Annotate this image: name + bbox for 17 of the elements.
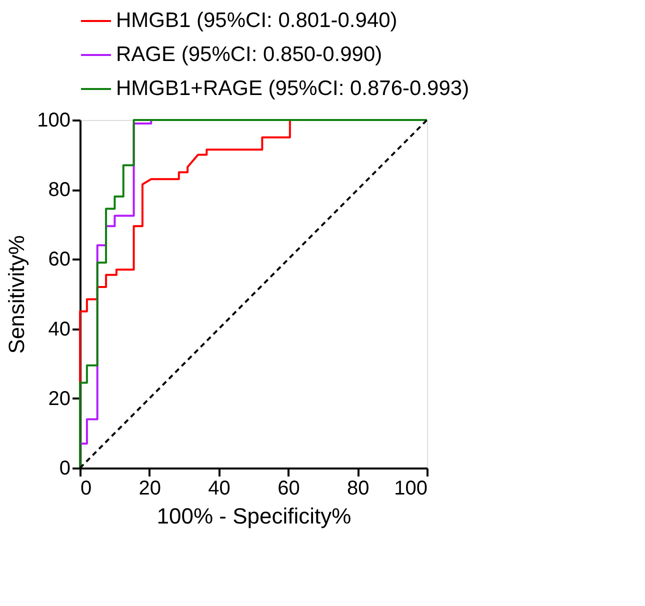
x-tick-label: 20 <box>138 478 162 500</box>
y-tick-label: 100 <box>37 110 70 132</box>
legend-label: HMGB1+RAGE (95%CI: 0.876-0.993) <box>116 77 470 100</box>
y-tick-label: 60 <box>48 248 70 271</box>
x-tick-label: 100 <box>394 478 428 500</box>
legend-label: HMGB1 (95%CI: 0.801-0.940) <box>116 9 398 32</box>
legend-label: RAGE (95%CI: 0.850-0.990) <box>116 43 382 66</box>
x-tick-label: 40 <box>208 478 230 500</box>
y-tick-label: 80 <box>48 179 70 202</box>
x-tick-label: 80 <box>346 478 370 500</box>
y-axis-title: Sensitivity% <box>4 235 30 354</box>
y-tick-label: 0 <box>59 458 70 480</box>
x-tick-label: 0 <box>80 478 92 500</box>
x-axis-title: 100% - Specificity% <box>156 504 352 528</box>
y-tick-label: 40 <box>48 318 70 340</box>
x-tick-label: 60 <box>278 478 300 500</box>
y-tick-label: 20 <box>48 388 70 410</box>
